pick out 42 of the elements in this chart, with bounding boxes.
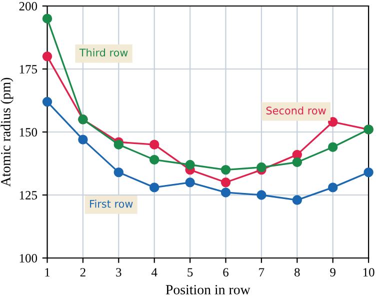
x-tick-label: 9 xyxy=(330,268,336,277)
point xyxy=(292,195,302,205)
point xyxy=(220,164,231,175)
series-label: Third row xyxy=(79,48,128,57)
point xyxy=(149,140,160,150)
point xyxy=(114,167,124,178)
point xyxy=(328,182,338,192)
x-axis-title: Position in row xyxy=(166,285,250,294)
series-label: Second row xyxy=(266,106,326,115)
point xyxy=(78,134,88,144)
series-label: First row xyxy=(90,200,133,208)
point xyxy=(42,14,52,24)
point xyxy=(185,178,195,188)
y-tick-label: 125 xyxy=(20,191,38,200)
x-tick-label: 8 xyxy=(294,268,300,277)
point xyxy=(42,52,52,62)
y-tick-label: 200 xyxy=(19,2,38,10)
x-tick-label: 10 xyxy=(363,268,374,277)
point xyxy=(220,188,231,198)
x-tick-label: 3 xyxy=(116,268,122,277)
y-tick-label: 150 xyxy=(20,128,38,136)
x-tick-label: 4 xyxy=(151,268,158,276)
point xyxy=(42,96,52,107)
point xyxy=(114,140,124,150)
point xyxy=(149,182,160,192)
x-tick-label: 2 xyxy=(80,268,86,276)
point xyxy=(364,167,374,178)
point xyxy=(328,142,338,152)
point xyxy=(256,162,266,172)
point xyxy=(256,190,266,200)
x-tick-label: 6 xyxy=(223,268,228,277)
x-tick-label: 7 xyxy=(259,268,264,276)
point xyxy=(149,154,160,165)
y-axis-title: Atomic radius (pm) xyxy=(0,78,14,187)
y-tick-label: 175 xyxy=(20,65,38,74)
point xyxy=(220,178,231,188)
point xyxy=(292,157,302,168)
x-tick-label: 1 xyxy=(45,268,50,276)
x-tick-label: 5 xyxy=(188,268,193,277)
y-tick-label: 100 xyxy=(20,254,38,262)
point xyxy=(328,117,338,127)
point xyxy=(185,160,195,170)
